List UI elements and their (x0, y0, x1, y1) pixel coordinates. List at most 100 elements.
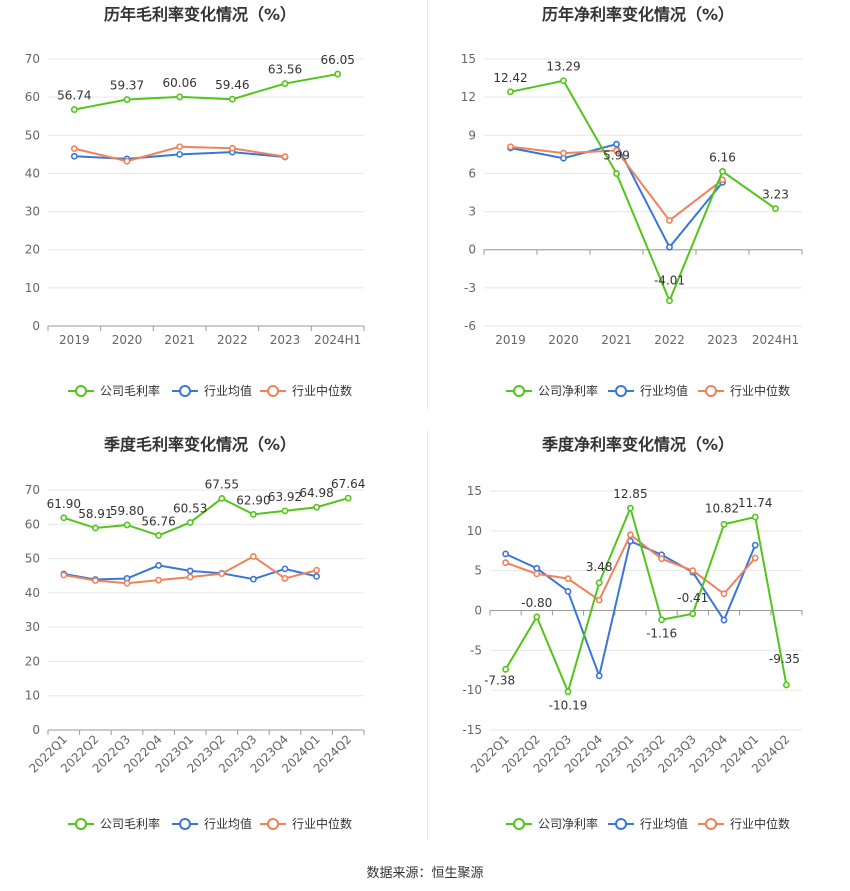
data-label: 58.91 (78, 507, 112, 521)
data-point (281, 153, 289, 161)
data-point (313, 566, 320, 574)
data-label: -7.38 (484, 673, 515, 687)
data-label: -0.80 (521, 596, 552, 610)
y-tick-label: 15 (467, 484, 482, 498)
y-tick-label: 9 (468, 128, 476, 142)
y-tick-label: -3 (464, 281, 476, 295)
series-line (74, 73, 338, 111)
legend-label: 行业中位数 (730, 816, 790, 831)
data-point (123, 579, 131, 587)
data-point (595, 596, 603, 604)
x-tick-label: 2023 (707, 333, 738, 347)
chart-title: 历年净利率变化情况（%） (542, 5, 734, 24)
x-tick-label: 2020 (548, 333, 579, 347)
legend-item: 行业均值 (172, 816, 252, 831)
y-tick-label: -10 (462, 683, 482, 697)
y-tick-label: 30 (25, 205, 40, 219)
data-point (560, 77, 567, 85)
x-tick-label: 2024H1 (752, 333, 799, 347)
data-label: 60.53 (173, 501, 207, 515)
data-label: 63.92 (268, 490, 302, 504)
data-label: 66.05 (320, 53, 354, 67)
data-point (70, 106, 78, 113)
y-tick-label: 5 (474, 564, 482, 578)
data-point (155, 531, 162, 539)
x-tick-label: 2024H1 (314, 333, 361, 347)
legend-marker (615, 385, 627, 397)
legend-marker (615, 818, 627, 830)
data-point (507, 88, 514, 96)
y-tick-label: -6 (464, 319, 476, 333)
x-tick-label: 2022 (654, 333, 685, 347)
data-point (70, 145, 78, 153)
data-label: -4.01 (654, 274, 685, 288)
data-point (772, 205, 779, 213)
data-point (720, 616, 728, 624)
data-point (281, 565, 289, 573)
data-point (123, 96, 131, 103)
legend-label: 行业中位数 (292, 383, 352, 398)
y-tick-label: -5 (470, 643, 482, 657)
data-point (281, 80, 289, 87)
data-label: 62.90 (236, 493, 270, 507)
data-point (613, 170, 620, 177)
data-point (560, 149, 567, 157)
data-point (92, 524, 99, 532)
data-point (533, 613, 541, 621)
data-point (689, 610, 697, 618)
y-tick-label: 3 (468, 205, 476, 219)
chart-title: 季度毛利率变化情况（%） (103, 435, 296, 454)
data-point (313, 503, 320, 511)
data-point (334, 70, 342, 78)
legend-item: 行业中位数 (260, 816, 352, 831)
data-point (502, 559, 509, 567)
data-label: 59.37 (110, 79, 144, 93)
legend-label: 公司毛利率 (100, 383, 160, 398)
data-point (176, 143, 184, 151)
x-tick-label: 2020 (112, 333, 143, 347)
data-point (751, 541, 759, 549)
legend-marker (267, 385, 279, 397)
data-point (751, 513, 759, 521)
data-label: 59.46 (215, 78, 249, 92)
data-label: -10.19 (549, 699, 588, 713)
data-point (719, 167, 726, 175)
y-tick-label: 50 (25, 128, 40, 142)
data-point (658, 555, 665, 563)
data-label: 10.82 (705, 501, 739, 515)
y-tick-label: 60 (25, 90, 40, 104)
legend-label: 公司净利率 (538, 383, 598, 398)
y-tick-label: 20 (25, 654, 40, 668)
legend-label: 行业中位数 (292, 816, 352, 831)
chart-quarterly-net: 季度净利率变化情况（%）-15-10-50510152022Q12022Q220… (462, 435, 803, 831)
chart-annual-gross: 历年毛利率变化情况（%） 0 10 20 30 40 50 60 70 2019 2020 2021 2… (25, 5, 365, 398)
data-point (666, 217, 673, 224)
data-point (613, 140, 620, 148)
legend-label: 公司毛利率 (100, 816, 160, 831)
data-point (186, 573, 194, 581)
data-point (564, 688, 572, 696)
legend-item: 公司毛利率 (68, 816, 160, 831)
legend-label: 公司净利率 (538, 816, 598, 831)
chart-title: 季度净利率变化情况（%） (541, 435, 734, 454)
y-tick-label: 15 (461, 52, 476, 66)
data-point (533, 570, 541, 578)
x-tick-label: 2019 (59, 333, 90, 347)
y-tick-label: 40 (25, 586, 40, 600)
legend-marker (267, 818, 279, 830)
data-label: 64.98 (299, 486, 333, 500)
y-tick-label: 0 (32, 723, 40, 737)
data-point (228, 95, 236, 103)
y-tick-label: 10 (25, 281, 40, 295)
legend-marker (513, 385, 525, 397)
data-point (564, 587, 572, 595)
legend-item: 行业中位数 (698, 816, 790, 831)
data-source: 数据来源：恒生聚源 (366, 866, 484, 881)
data-label: 67.64 (331, 477, 365, 491)
data-point (564, 575, 572, 583)
data-label: 11.74 (738, 496, 772, 510)
data-point (502, 550, 509, 558)
data-point (155, 562, 162, 569)
data-point (281, 507, 289, 515)
data-point (595, 672, 603, 680)
